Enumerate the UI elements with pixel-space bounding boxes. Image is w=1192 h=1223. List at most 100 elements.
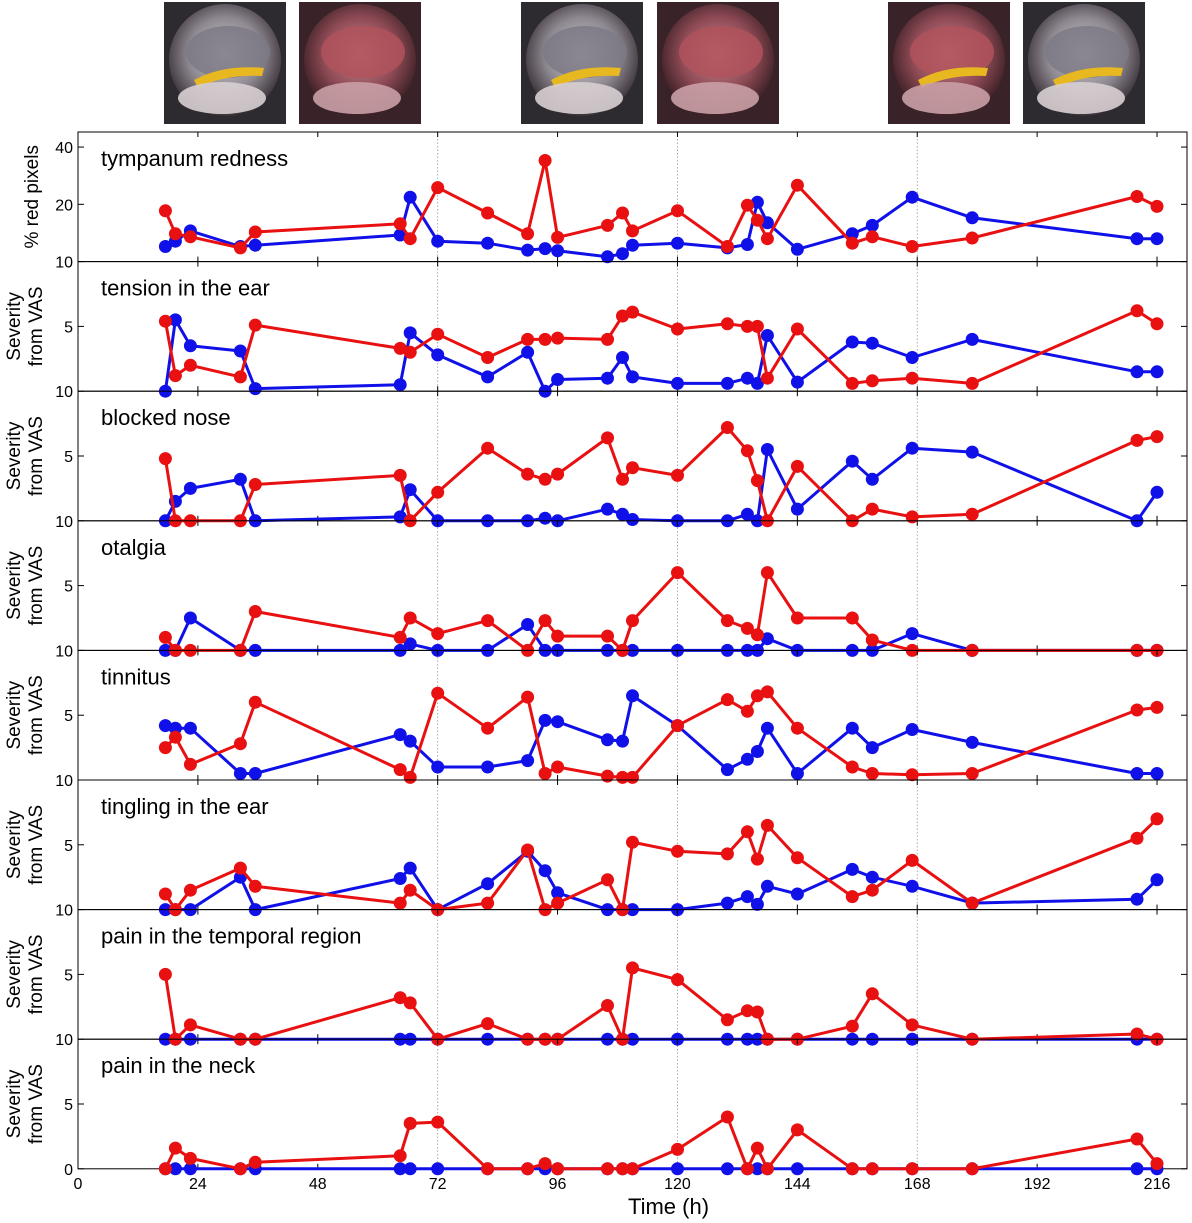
ytick-label: 5 [64, 708, 73, 725]
ytick-label: 5 [64, 838, 73, 855]
x-axis-label: Time (h) [628, 1194, 709, 1219]
data-point-red [551, 760, 565, 774]
data-point-red [1150, 700, 1164, 714]
data-point-red [865, 374, 879, 388]
ytick-label: 40 [55, 140, 73, 157]
data-point-red [551, 331, 565, 345]
data-point-red [626, 961, 639, 975]
ytick-label: 10 [55, 903, 73, 920]
data-point-blue [183, 481, 197, 495]
data-point-red [865, 1162, 879, 1176]
data-point-blue [538, 864, 552, 878]
series-line-blue-tension-in-the-ear [163, 318, 1157, 393]
data-point-red [905, 768, 919, 782]
data-point-red [865, 767, 879, 780]
data-point-red [626, 1162, 639, 1176]
data-point-blue [601, 733, 614, 747]
data-point-blue [183, 721, 197, 735]
data-point-red [248, 478, 262, 491]
data-point-red [740, 825, 754, 839]
data-point-red [671, 844, 684, 858]
data-point-red [183, 358, 197, 372]
data-point-red [601, 873, 614, 887]
data-point-red [183, 883, 197, 897]
data-point-blue [538, 511, 552, 525]
data-point-red [626, 770, 639, 784]
data-point-red [720, 240, 734, 253]
xtick-label: 168 [904, 1176, 931, 1193]
xtick-label: 192 [1024, 1176, 1051, 1193]
data-point-red [233, 241, 247, 255]
data-point-red [601, 769, 614, 783]
xtick-label: 144 [784, 1176, 811, 1193]
data-point-red [158, 1162, 172, 1176]
data-point-red [248, 318, 262, 332]
data-point-red [720, 421, 734, 434]
data-point-red [393, 217, 407, 231]
data-point-red [905, 1018, 919, 1032]
data-point-red [1150, 317, 1164, 331]
data-point-red [671, 204, 684, 218]
data-point-blue [183, 611, 197, 625]
data-point-blue [790, 375, 804, 389]
data-point-red [865, 502, 879, 516]
data-point-red [965, 896, 979, 910]
data-point-blue [248, 767, 262, 780]
data-point-blue [521, 345, 535, 359]
data-point-blue [760, 216, 774, 230]
data-point-blue [481, 877, 495, 891]
y-axis-label-line1: Severity [4, 551, 25, 620]
xtick-label: 120 [664, 1176, 691, 1193]
data-point-red [393, 341, 407, 355]
y-axis-label-line2: from VAS [26, 1064, 47, 1144]
data-point-red [905, 853, 919, 867]
data-point-red [551, 230, 565, 244]
panel-frame-otalgia [77, 520, 1188, 651]
panel-title-tingling-in-the-ear: tingling in the ear [101, 794, 269, 819]
xtick-label: 24 [189, 1176, 207, 1193]
data-point-red [1150, 1157, 1164, 1171]
data-point-red [521, 227, 535, 241]
data-point-red [740, 704, 754, 718]
data-point-red [845, 236, 859, 250]
series-line-red-pain-in-the-neck [164, 1115, 1159, 1171]
data-point-red [760, 818, 774, 832]
ytick-label: 10 [55, 384, 73, 401]
data-point-red [845, 1019, 859, 1033]
data-point-red [233, 861, 247, 875]
data-point-blue [403, 483, 417, 497]
data-point-red [601, 218, 614, 232]
data-point-red [538, 1157, 552, 1171]
data-point-blue [740, 507, 754, 521]
data-point-red [965, 507, 979, 521]
data-point-blue [845, 227, 859, 241]
data-point-blue [845, 721, 859, 735]
data-point-red [481, 441, 495, 455]
data-point-red [750, 689, 764, 703]
data-point-red [233, 737, 247, 751]
y-axis-label-line2: from VAS [26, 546, 47, 626]
data-point-blue [1130, 365, 1144, 379]
xtick-label: 96 [549, 1176, 567, 1193]
data-point-red [168, 1141, 182, 1155]
xtick-label: 72 [429, 1176, 447, 1193]
data-point-blue [865, 741, 879, 755]
data-point-red [393, 468, 407, 482]
data-point-red [905, 371, 919, 385]
data-point-red [616, 1162, 629, 1176]
data-point-blue [790, 502, 804, 516]
data-point-red [481, 206, 495, 220]
data-point-blue [158, 719, 172, 733]
data-point-blue [1150, 485, 1164, 499]
data-point-red [1130, 1132, 1144, 1146]
data-point-red [750, 1141, 764, 1155]
data-point-red [233, 1162, 247, 1176]
data-point-blue [481, 236, 495, 250]
series-line-red-pain-in-the-temporal-region [163, 966, 1158, 1041]
data-point-red [481, 721, 495, 735]
data-point-red [740, 621, 754, 635]
data-point-red [393, 1149, 407, 1163]
data-point-blue [905, 351, 919, 364]
y-axis-label-line2: from VAS [26, 675, 47, 755]
data-point-blue [750, 745, 764, 758]
